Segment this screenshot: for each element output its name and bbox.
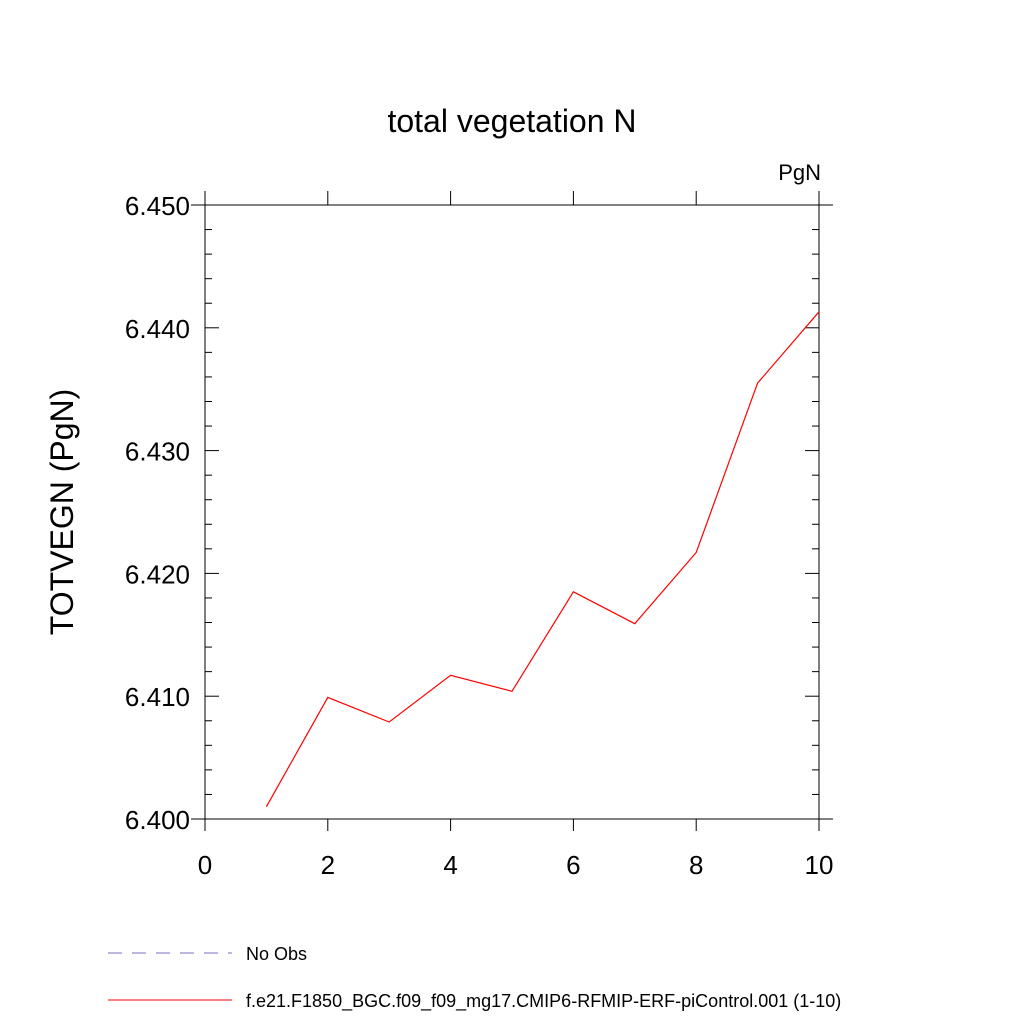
x-tick-label: 6 (566, 850, 580, 880)
y-tick-labels: 6.400 6.410 6.420 6.430 6.440 6.450 (125, 191, 190, 835)
x-tick-labels: 0 2 4 6 8 10 (198, 850, 834, 880)
plot-frame (204, 204, 820, 820)
y-axis-label: TOTVEGN (PgN) (44, 389, 80, 636)
x-tick-label: 0 (198, 850, 212, 880)
x-tick-label: 4 (443, 850, 457, 880)
legend-label-model: f.e21.F1850_BGC.f09_f09_mg17.CMIP6-RFMIP… (246, 991, 841, 1012)
series-line (265, 311, 820, 807)
y-tick-label: 6.420 (125, 559, 190, 589)
legend: No Obs f.e21.F1850_BGC.f09_f09_mg17.CMIP… (108, 944, 841, 1012)
chart-title: total vegetation N (387, 103, 636, 139)
x-tick-label: 10 (805, 850, 834, 880)
units-label: PgN (778, 160, 821, 185)
y-tick-label: 6.440 (125, 314, 190, 344)
series-layer (265, 311, 820, 807)
y-tick-label: 6.450 (125, 191, 190, 221)
x-tick-label: 8 (689, 850, 703, 880)
legend-label-no-obs: No Obs (246, 944, 307, 964)
axis-ticks (191, 191, 833, 831)
y-tick-label: 6.400 (125, 805, 190, 835)
x-tick-label: 2 (321, 850, 335, 880)
y-tick-label: 6.430 (125, 437, 190, 467)
y-tick-label: 6.410 (125, 682, 190, 712)
